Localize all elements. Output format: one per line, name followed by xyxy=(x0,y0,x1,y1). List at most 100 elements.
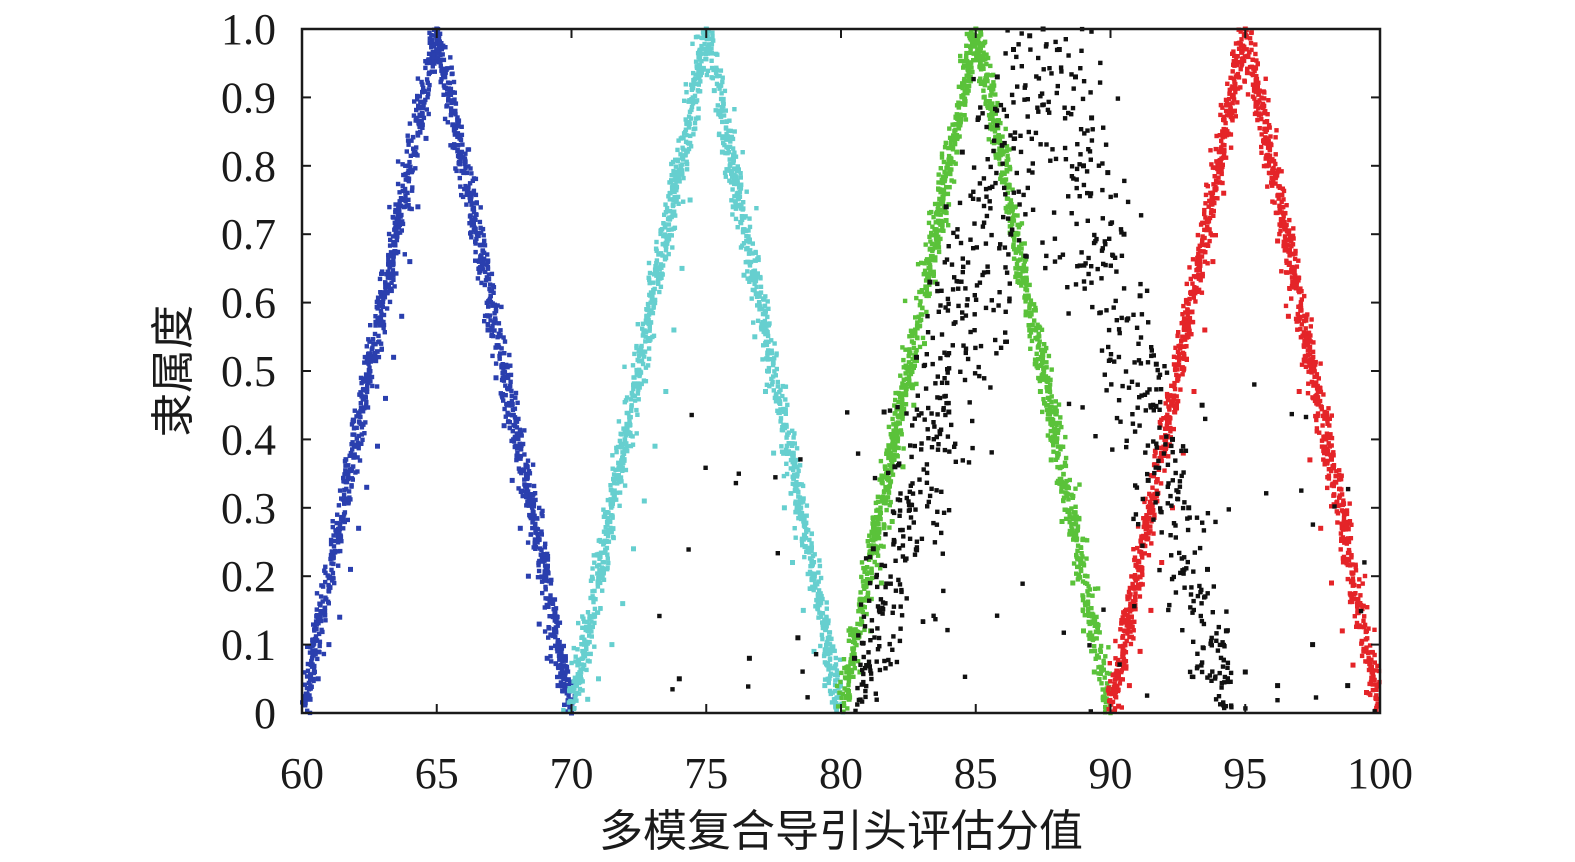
data-point xyxy=(1133,607,1138,612)
data-point xyxy=(968,46,973,51)
data-point xyxy=(936,249,942,255)
data-point xyxy=(988,63,993,69)
data-point xyxy=(924,293,929,299)
data-point xyxy=(823,618,828,624)
data-point xyxy=(571,679,576,684)
data-point xyxy=(531,501,537,506)
data-point xyxy=(678,152,683,157)
data-point xyxy=(528,532,534,537)
data-point xyxy=(729,171,734,176)
data-point xyxy=(387,299,393,305)
data-point xyxy=(646,337,651,342)
data-point xyxy=(561,643,566,649)
data-point xyxy=(405,190,410,196)
data-point xyxy=(443,70,448,75)
data-point xyxy=(1287,260,1292,266)
data-point xyxy=(345,517,350,523)
data-point xyxy=(1004,209,1009,214)
data-point xyxy=(614,497,619,502)
data-point xyxy=(892,403,897,408)
data-point xyxy=(486,299,491,304)
data-point xyxy=(1142,551,1147,556)
data-point xyxy=(511,437,516,442)
data-point xyxy=(1184,281,1189,287)
data-point xyxy=(1354,620,1360,626)
data-point xyxy=(827,656,833,661)
data-point xyxy=(566,677,571,682)
data-point xyxy=(926,291,932,296)
data-point xyxy=(514,446,520,451)
data-point xyxy=(580,666,586,672)
data-point xyxy=(350,417,356,422)
data-point xyxy=(614,474,619,479)
data-point xyxy=(600,559,605,565)
data-point xyxy=(981,88,986,93)
data-point xyxy=(890,445,895,450)
data-point xyxy=(985,55,991,61)
data-point xyxy=(688,133,693,139)
data-point xyxy=(1071,515,1076,520)
data-point xyxy=(1122,641,1128,646)
data-point xyxy=(651,304,656,309)
data-point xyxy=(542,545,548,550)
series-3 xyxy=(1105,26,1382,714)
data-point xyxy=(874,546,879,552)
data-point xyxy=(360,379,366,384)
data-point xyxy=(945,166,950,171)
data-point xyxy=(519,470,524,476)
data-point xyxy=(801,532,807,538)
data-point xyxy=(991,111,996,116)
data-point xyxy=(1078,566,1084,572)
data-point xyxy=(1188,276,1193,282)
data-point xyxy=(1168,429,1173,434)
data-point xyxy=(1007,167,1013,172)
data-point xyxy=(311,676,316,682)
data-point xyxy=(988,93,993,98)
data-point xyxy=(1223,155,1229,160)
data-point xyxy=(1042,401,1047,406)
data-point xyxy=(1106,685,1111,690)
data-point xyxy=(1325,417,1330,422)
data-point xyxy=(485,264,491,269)
data-point xyxy=(423,65,428,71)
data-point xyxy=(781,406,786,412)
data-point xyxy=(834,668,840,673)
data-point xyxy=(653,264,658,269)
data-point xyxy=(501,423,507,429)
data-point xyxy=(914,295,919,301)
data-point xyxy=(327,574,332,579)
data-point xyxy=(572,675,578,680)
data-point xyxy=(358,405,364,411)
data-point xyxy=(1203,201,1208,206)
data-point xyxy=(1005,204,1011,210)
data-point xyxy=(493,316,498,321)
data-point xyxy=(782,384,787,389)
data-point xyxy=(563,677,568,682)
data-point xyxy=(630,393,635,398)
data-point xyxy=(696,54,701,60)
data-point xyxy=(438,79,443,85)
data-point xyxy=(930,233,935,238)
data-point xyxy=(762,318,768,324)
data-point xyxy=(1012,247,1017,252)
data-point xyxy=(419,99,425,104)
data-point xyxy=(718,114,724,119)
data-point xyxy=(791,435,796,440)
data-point xyxy=(1069,523,1074,529)
data-point xyxy=(1180,312,1185,317)
data-point xyxy=(656,252,661,257)
data-point xyxy=(407,259,413,265)
data-point xyxy=(447,80,452,86)
data-point xyxy=(886,424,892,430)
data-point xyxy=(672,189,677,194)
data-point xyxy=(445,87,450,92)
data-point xyxy=(1099,681,1104,686)
data-point xyxy=(673,164,679,169)
data-point xyxy=(421,102,426,108)
data-point xyxy=(691,127,696,132)
data-point xyxy=(795,472,800,477)
data-point xyxy=(915,262,921,267)
data-point xyxy=(963,98,968,104)
data-point xyxy=(1059,489,1064,494)
data-point xyxy=(841,701,847,706)
